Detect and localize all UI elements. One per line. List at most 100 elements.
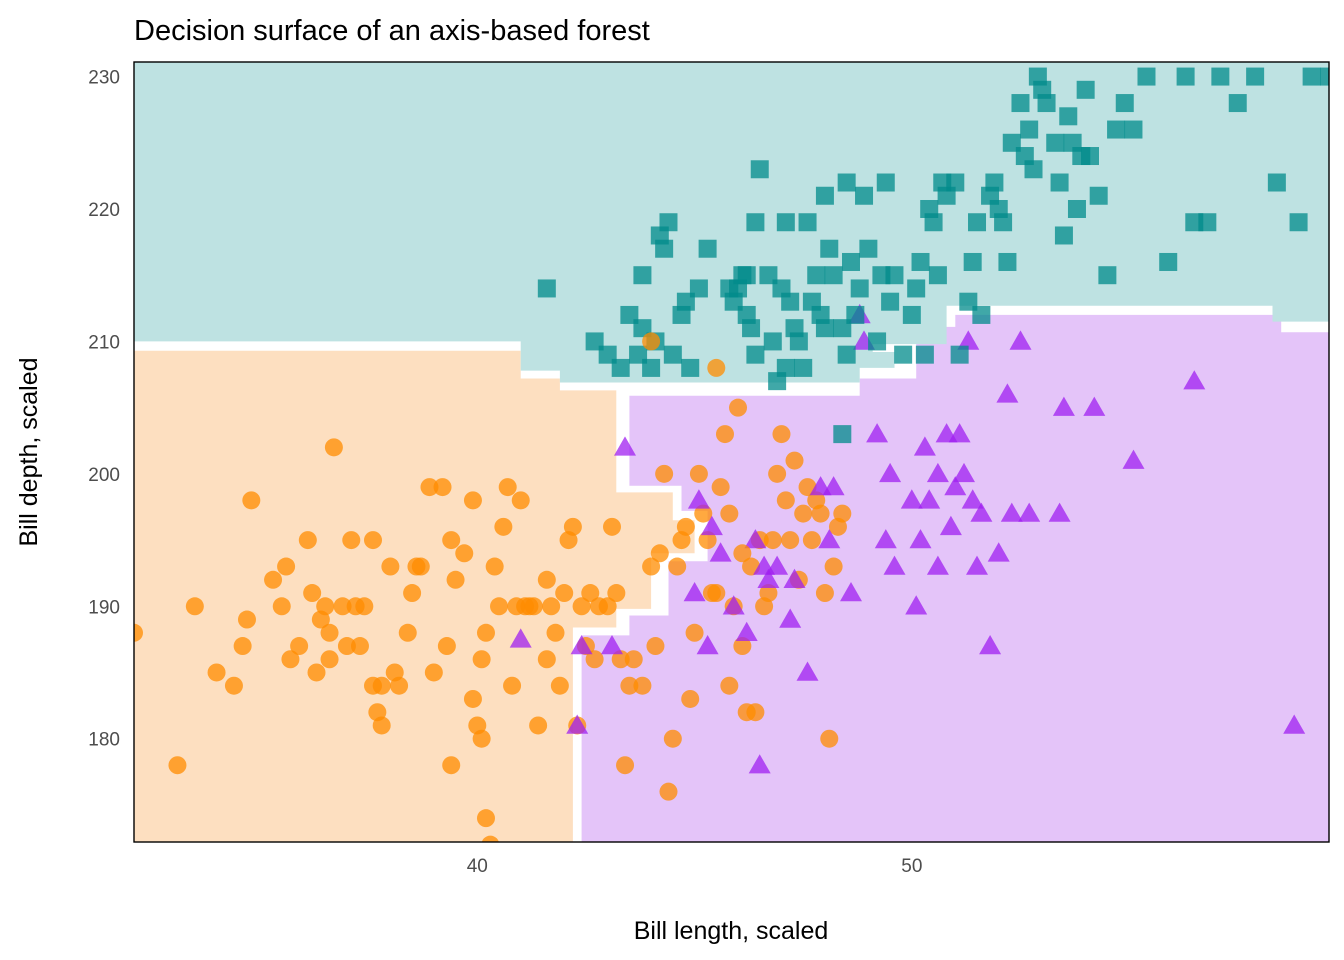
point-square (789, 332, 808, 351)
point-circle (303, 584, 322, 603)
point-square (611, 358, 630, 377)
point-circle (494, 517, 513, 536)
point-square (1020, 120, 1039, 139)
point-square (824, 266, 843, 285)
point-circle (603, 517, 621, 536)
point-circle (811, 504, 830, 523)
point-square (855, 186, 874, 205)
point-triangle (722, 595, 745, 615)
point-triangle (879, 462, 902, 483)
point-circle (676, 517, 695, 536)
point-triangle (696, 635, 719, 655)
point-triangle (566, 714, 589, 734)
point-circle (372, 716, 391, 735)
point-circle (685, 623, 704, 642)
point-circle (372, 676, 391, 695)
decision-region-teal (134, 62, 1329, 383)
point-square (1115, 94, 1134, 113)
point-circle (655, 464, 674, 483)
point-square (698, 239, 717, 258)
point-circle (433, 478, 452, 497)
data-points (134, 67, 1329, 842)
point-circle (455, 544, 474, 563)
point-square (1046, 133, 1065, 152)
point-square (963, 252, 982, 271)
point-circle (642, 332, 661, 351)
point-square (663, 345, 682, 364)
point-circle (485, 557, 504, 576)
point-circle (546, 623, 565, 642)
point-circle (681, 689, 700, 708)
point-circle (694, 504, 713, 523)
point-circle (611, 650, 630, 669)
point-circle (572, 597, 591, 616)
plot-border (133, 61, 1330, 843)
point-square (737, 266, 756, 285)
point-circle (802, 531, 821, 550)
point-square (1159, 252, 1178, 271)
point-triangle (748, 754, 771, 774)
point-triangle (614, 436, 636, 456)
point-circle (442, 531, 461, 550)
point-square (642, 358, 661, 377)
point-triangle (1000, 502, 1023, 522)
y-tick-label: 210 (88, 332, 120, 353)
point-square (802, 292, 821, 311)
point-circle (729, 398, 748, 417)
point-circle (337, 637, 356, 656)
point-square (1067, 199, 1086, 218)
point-square (1176, 67, 1195, 86)
point-triangle (918, 489, 941, 509)
point-triangle (996, 383, 1019, 403)
point-triangle (1122, 449, 1145, 469)
point-circle (463, 689, 482, 708)
point-circle (663, 729, 682, 748)
point-circle (642, 557, 661, 576)
point-circle (555, 584, 574, 603)
point-circle (403, 584, 422, 603)
point-triangle (948, 423, 971, 443)
point-triangle (700, 515, 723, 536)
point-circle (794, 504, 813, 523)
point-circle (689, 464, 708, 483)
point-square (950, 345, 969, 364)
point-square (846, 305, 865, 324)
y-tick-label: 200 (88, 465, 120, 486)
y-tick-label: 220 (88, 200, 120, 221)
point-circle (320, 650, 339, 669)
point-square (776, 213, 795, 232)
point-triangle (926, 555, 949, 575)
point-triangle (757, 568, 780, 588)
point-circle (264, 570, 283, 589)
point-square (894, 345, 913, 364)
y-tick-label: 230 (88, 68, 120, 89)
point-square (885, 266, 904, 285)
point-triangle (866, 423, 889, 443)
point-triangle (818, 529, 841, 549)
point-circle (815, 584, 834, 603)
point-triangle (883, 555, 906, 575)
point-square (876, 173, 895, 192)
point-circle (668, 557, 687, 576)
y-tick-label: 180 (88, 730, 120, 751)
point-triangle (779, 608, 802, 628)
point-circle (824, 557, 843, 576)
point-circle (342, 531, 361, 550)
x-axis-title: Bill length, scaled (634, 917, 829, 945)
y-tick-label: 190 (88, 597, 120, 618)
point-square (807, 266, 826, 285)
point-square (1211, 67, 1230, 86)
point-circle (529, 716, 548, 735)
point-circle (463, 491, 482, 510)
point-triangle (709, 542, 732, 562)
point-square (1228, 94, 1247, 113)
point-circle (776, 491, 795, 510)
point-square (742, 319, 761, 338)
decision-regions (134, 62, 1329, 842)
point-circle (498, 478, 517, 497)
point-square (1302, 67, 1321, 86)
point-circle (420, 478, 439, 497)
point-square (1198, 213, 1217, 232)
x-axis: 40 50 (467, 856, 923, 877)
